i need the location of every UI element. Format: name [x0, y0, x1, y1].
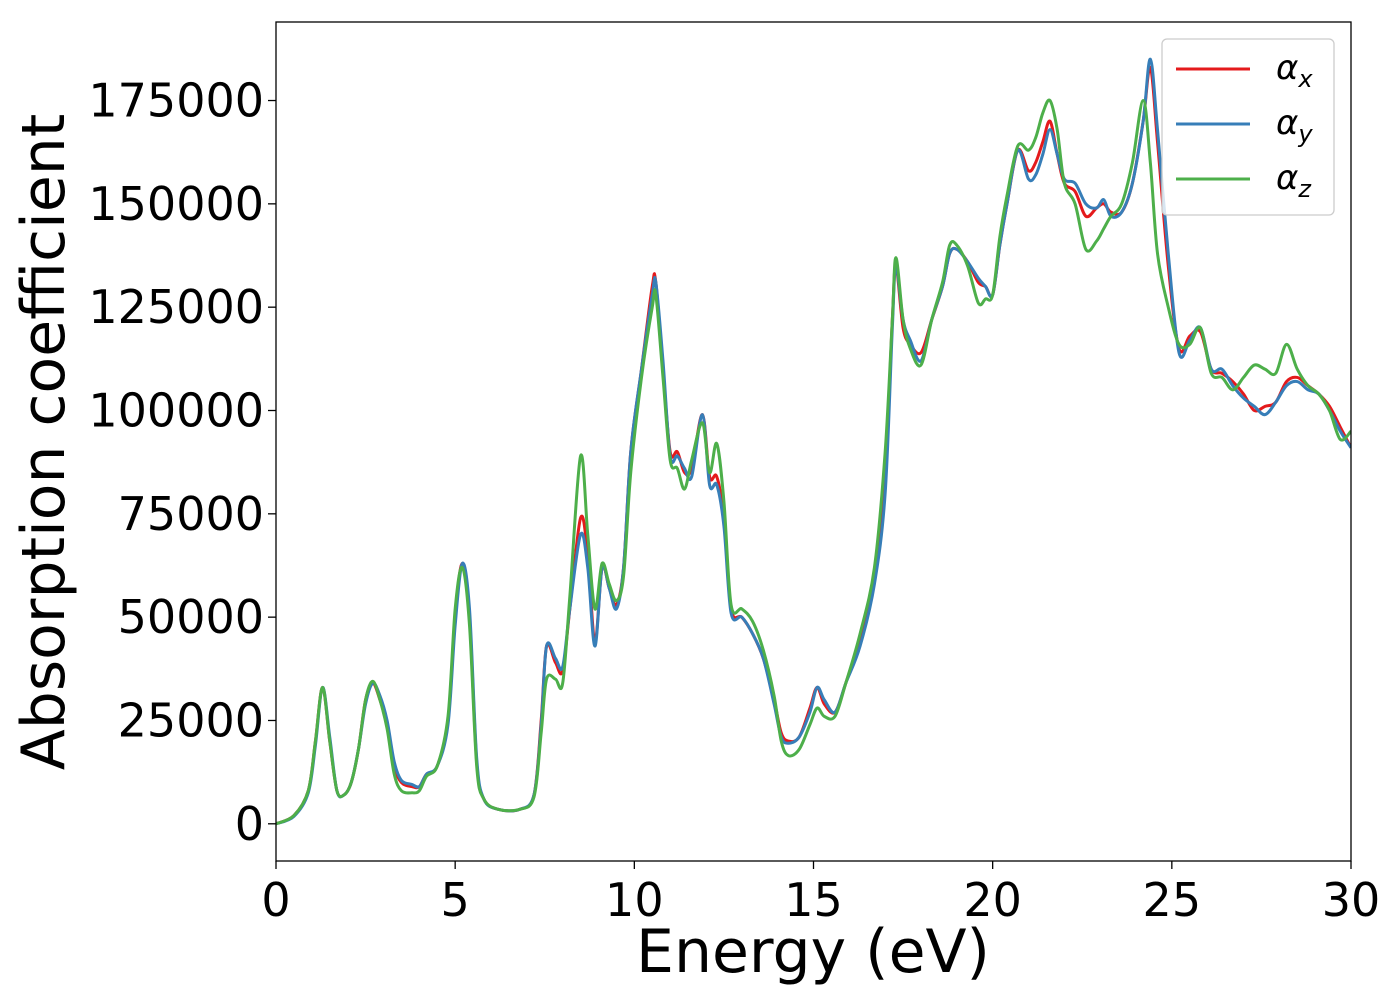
x-tick-label: 15 — [784, 873, 843, 927]
x-tick-label: 0 — [261, 873, 290, 927]
x-tick-label: 5 — [441, 873, 470, 927]
y-tick-label: 50000 — [118, 590, 264, 644]
y-axis-title: Absorption coefficient — [9, 114, 79, 771]
y-tick-label: 100000 — [88, 384, 264, 438]
y-tick-label: 175000 — [88, 74, 264, 128]
series-layer — [276, 57, 1351, 826]
y-tick-label: 75000 — [118, 487, 264, 541]
legend-box — [1161, 38, 1335, 216]
x-tick-label: 20 — [963, 873, 1022, 927]
legend-label-x: αx — [1276, 48, 1313, 93]
legend-label-y: αy — [1276, 103, 1313, 148]
y-tick-label: 150000 — [88, 177, 264, 231]
x-axis: 0 5 10 15 20 25 30 — [261, 861, 1380, 927]
legend: αx αy αz — [1161, 38, 1335, 216]
y-tick-label: 25000 — [118, 693, 264, 747]
x-tick-label: 10 — [605, 873, 664, 927]
x-tick-label: 25 — [1143, 873, 1202, 927]
y-tick-label: 0 — [235, 797, 264, 851]
y-tick-label: 125000 — [88, 280, 264, 334]
y-axis: 0 25000 50000 75000 100000 125000 150000 175000 — [88, 74, 276, 851]
x-tick-label: 30 — [1322, 873, 1381, 927]
legend-label-z: αz — [1276, 158, 1312, 203]
series-line-z — [276, 98, 1351, 826]
x-axis-title: Energy (eV) — [636, 917, 990, 987]
